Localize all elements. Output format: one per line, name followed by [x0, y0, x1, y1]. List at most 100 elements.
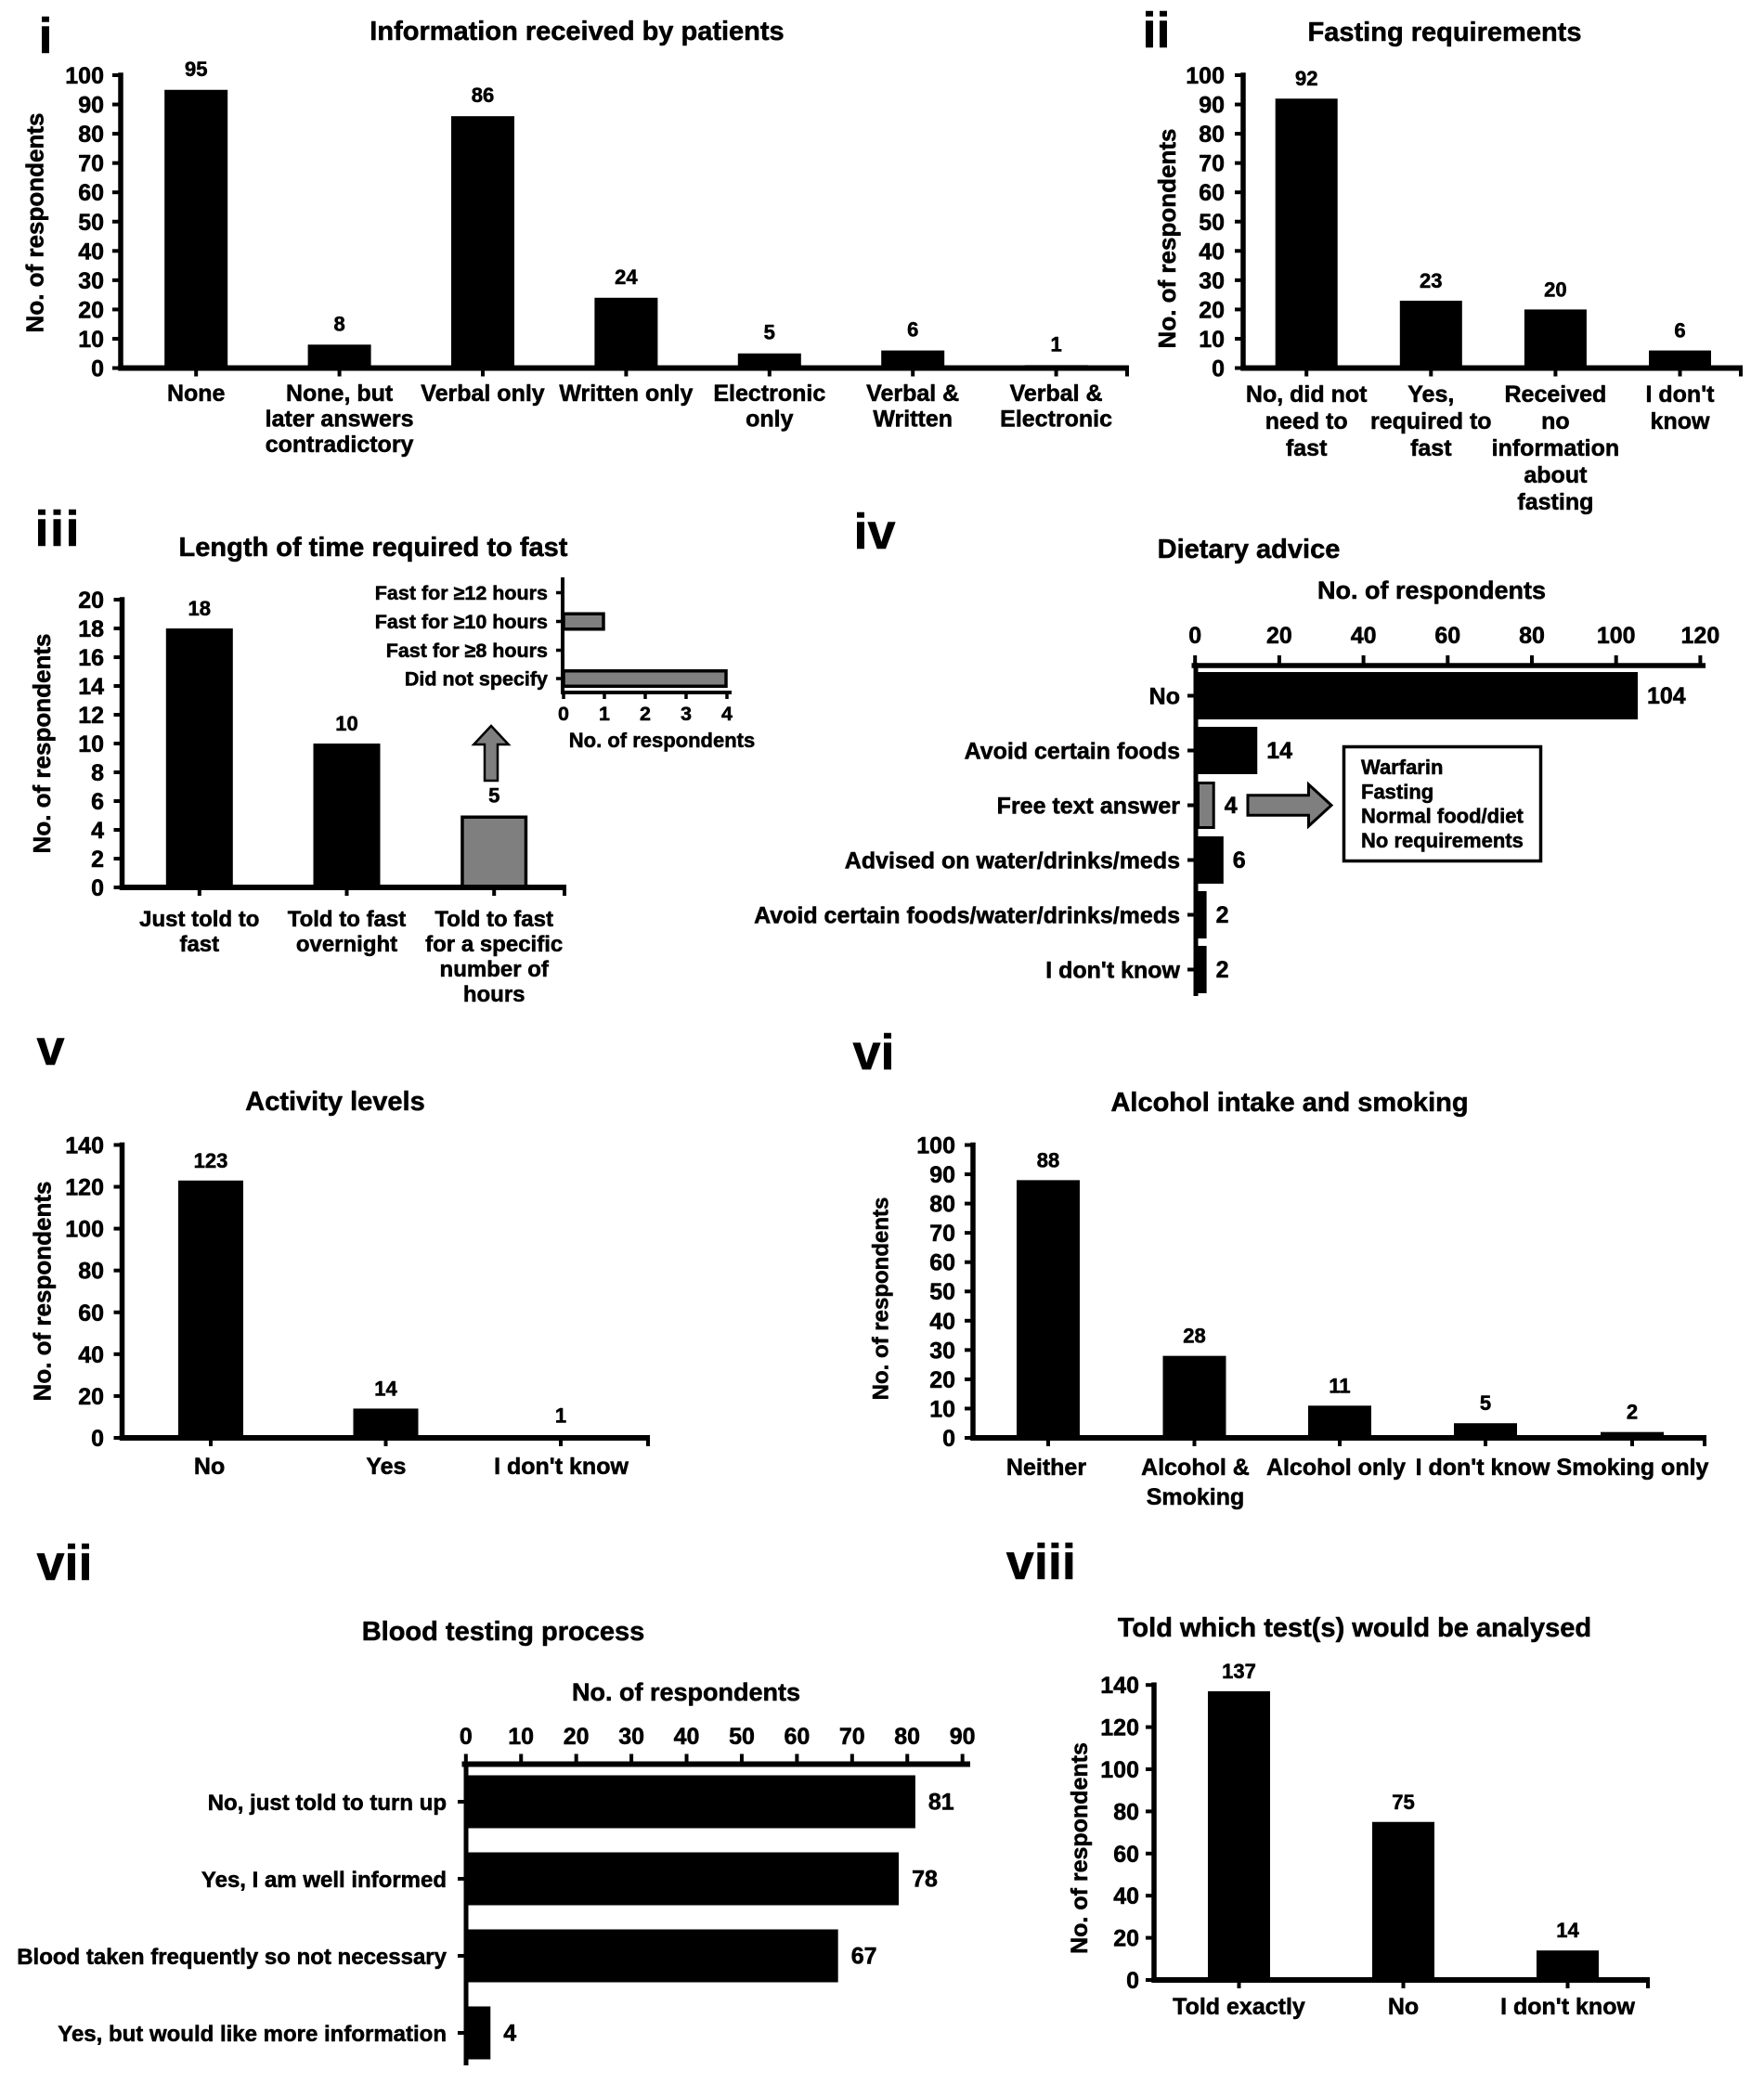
svg-text:fast: fast — [1286, 435, 1328, 461]
svg-text:vii: vii — [37, 1535, 93, 1591]
svg-text:0: 0 — [1126, 1968, 1139, 1994]
svg-text:Just told to: Just told to — [139, 907, 259, 932]
svg-text:Normal food/diet: Normal food/diet — [1361, 805, 1524, 828]
svg-text:Blood testing process: Blood testing process — [362, 1617, 645, 1647]
svg-text:fast: fast — [1410, 435, 1452, 461]
svg-text:40: 40 — [1351, 623, 1377, 649]
svg-text:100: 100 — [1597, 623, 1636, 649]
svg-text:86: 86 — [472, 84, 494, 107]
svg-text:30: 30 — [1199, 268, 1225, 294]
svg-text:0: 0 — [91, 875, 104, 901]
svg-text:67: 67 — [851, 1944, 877, 1970]
svg-text:No. of respondents: No. of respondents — [29, 1182, 57, 1402]
svg-text:Electronic: Electronic — [1000, 407, 1112, 433]
svg-text:Told to fast: Told to fast — [435, 907, 553, 932]
svg-text:14: 14 — [78, 674, 104, 700]
svg-text:90: 90 — [950, 1724, 976, 1750]
svg-text:80: 80 — [929, 1192, 955, 1218]
svg-text:11: 11 — [1329, 1374, 1350, 1397]
svg-text:20: 20 — [78, 1384, 104, 1410]
svg-text:0: 0 — [558, 703, 569, 725]
svg-text:20: 20 — [1199, 297, 1225, 323]
svg-text:78: 78 — [912, 1867, 938, 1893]
svg-text:10: 10 — [929, 1397, 955, 1423]
svg-text:20: 20 — [1544, 278, 1566, 301]
svg-text:Did not specify: Did not specify — [405, 668, 548, 691]
svg-text:10: 10 — [508, 1724, 534, 1750]
svg-text:50: 50 — [929, 1279, 955, 1305]
svg-text:30: 30 — [618, 1724, 644, 1750]
svg-text:120: 120 — [65, 1175, 104, 1201]
svg-text:140: 140 — [1100, 1673, 1139, 1699]
svg-text:1: 1 — [555, 1404, 566, 1428]
svg-text:Verbal &: Verbal & — [1010, 381, 1103, 407]
svg-text:1: 1 — [1050, 332, 1061, 356]
svg-text:100: 100 — [65, 1217, 104, 1243]
svg-text:18: 18 — [188, 597, 211, 620]
svg-text:need to: need to — [1265, 408, 1348, 434]
svg-text:20: 20 — [929, 1367, 955, 1393]
svg-text:137: 137 — [1222, 1660, 1256, 1683]
svg-text:10: 10 — [78, 731, 104, 757]
svg-text:80: 80 — [894, 1724, 920, 1750]
svg-text:Written: Written — [873, 407, 953, 433]
svg-text:information: information — [1492, 435, 1620, 461]
svg-text:Written only: Written only — [559, 381, 693, 407]
svg-text:2: 2 — [1216, 957, 1229, 983]
svg-text:6: 6 — [1674, 319, 1685, 343]
svg-text:100: 100 — [65, 63, 104, 89]
svg-text:Alcohol only: Alcohol only — [1266, 1455, 1406, 1481]
svg-text:70: 70 — [78, 151, 104, 177]
svg-text:20: 20 — [1266, 623, 1292, 649]
svg-text:I don't: I don't — [1646, 382, 1716, 408]
svg-text:2: 2 — [91, 847, 104, 873]
svg-text:No, did not: No, did not — [1246, 382, 1368, 408]
svg-text:30: 30 — [929, 1338, 955, 1364]
svg-text:know: know — [1651, 408, 1710, 434]
svg-text:60: 60 — [784, 1724, 810, 1750]
svg-text:12: 12 — [78, 703, 104, 729]
svg-text:4: 4 — [1225, 793, 1238, 819]
svg-text:required to: required to — [1370, 408, 1492, 434]
svg-text:10: 10 — [78, 327, 104, 353]
svg-text:81: 81 — [928, 1790, 954, 1816]
svg-text:Advised on water/drinks/meds: Advised on water/drinks/meds — [845, 848, 1180, 874]
svg-text:40: 40 — [78, 239, 104, 265]
svg-text:Avoid certain foods: Avoid certain foods — [965, 739, 1180, 765]
svg-text:Fast for ≥10 hours: Fast for ≥10 hours — [375, 611, 548, 633]
svg-text:Free text answer: Free text answer — [997, 794, 1181, 820]
svg-text:92: 92 — [1295, 67, 1317, 90]
svg-text:18: 18 — [78, 616, 104, 642]
svg-text:100: 100 — [916, 1133, 955, 1159]
svg-text:hours: hours — [463, 982, 525, 1007]
svg-text:Told exactly: Told exactly — [1173, 1994, 1305, 2020]
svg-text:16: 16 — [78, 645, 104, 671]
svg-text:2: 2 — [1627, 1401, 1638, 1424]
svg-text:later answers: later answers — [266, 407, 414, 433]
svg-text:No. of respondents: No. of respondents — [28, 634, 56, 854]
svg-text:i: i — [39, 8, 53, 64]
svg-text:no: no — [1541, 408, 1570, 434]
svg-text:No: No — [1388, 1994, 1419, 2020]
svg-text:1: 1 — [599, 703, 610, 725]
svg-text:75: 75 — [1392, 1791, 1414, 1814]
svg-text:6: 6 — [91, 789, 104, 815]
svg-text:No. of respondents: No. of respondents — [869, 1197, 894, 1401]
svg-text:Smoking: Smoking — [1147, 1484, 1245, 1510]
svg-text:120: 120 — [1100, 1715, 1139, 1741]
svg-text:Told to fast: Told to fast — [288, 907, 407, 932]
svg-text:0: 0 — [942, 1426, 955, 1452]
svg-text:Alcohol intake and smoking: Alcohol intake and smoking — [1110, 1088, 1468, 1118]
svg-text:0: 0 — [91, 1426, 104, 1452]
svg-text:0: 0 — [1212, 356, 1225, 382]
svg-text:2: 2 — [640, 703, 651, 725]
svg-text:0: 0 — [1188, 623, 1201, 649]
svg-text:Yes: Yes — [366, 1454, 406, 1480]
svg-text:60: 60 — [1199, 180, 1225, 206]
svg-text:overnight: overnight — [296, 932, 397, 957]
svg-text:Avoid certain foods/water/drin: Avoid certain foods/water/drinks/meds — [754, 903, 1180, 929]
svg-text:90: 90 — [1199, 93, 1225, 119]
svg-text:Fast for ≥12 hours: Fast for ≥12 hours — [375, 582, 548, 604]
svg-text:Fasting requirements: Fasting requirements — [1308, 18, 1582, 47]
svg-text:28: 28 — [1183, 1325, 1205, 1348]
